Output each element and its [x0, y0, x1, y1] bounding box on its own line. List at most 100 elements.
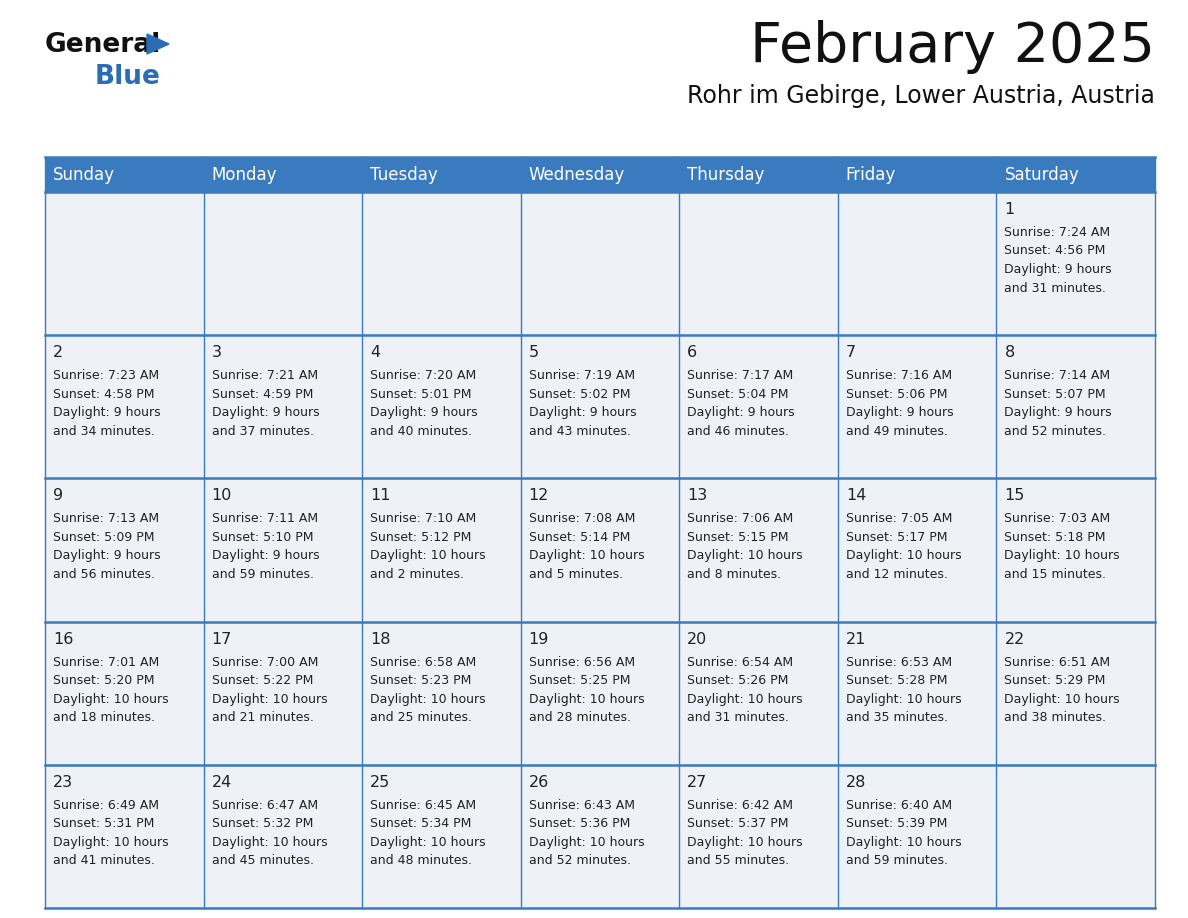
Text: Rohr im Gebirge, Lower Austria, Austria: Rohr im Gebirge, Lower Austria, Austria — [687, 84, 1155, 108]
Text: February 2025: February 2025 — [750, 20, 1155, 74]
Text: 26: 26 — [529, 775, 549, 789]
Text: Sunset: 5:04 PM: Sunset: 5:04 PM — [688, 387, 789, 400]
Text: Daylight: 10 hours: Daylight: 10 hours — [1004, 692, 1120, 706]
Text: Daylight: 10 hours: Daylight: 10 hours — [846, 549, 961, 563]
Text: Sunset: 5:15 PM: Sunset: 5:15 PM — [688, 531, 789, 543]
Text: Sunrise: 7:20 AM: Sunrise: 7:20 AM — [371, 369, 476, 382]
Text: 17: 17 — [211, 632, 232, 646]
Text: and 52 minutes.: and 52 minutes. — [1004, 425, 1106, 438]
Text: and 41 minutes.: and 41 minutes. — [53, 855, 154, 868]
Text: Daylight: 10 hours: Daylight: 10 hours — [211, 692, 327, 706]
Text: 22: 22 — [1004, 632, 1025, 646]
Text: 8: 8 — [1004, 345, 1015, 360]
Text: and 59 minutes.: and 59 minutes. — [211, 568, 314, 581]
Text: Sunrise: 7:21 AM: Sunrise: 7:21 AM — [211, 369, 317, 382]
Bar — [45, 478, 1155, 621]
Text: Sunset: 5:37 PM: Sunset: 5:37 PM — [688, 817, 789, 830]
Text: Daylight: 9 hours: Daylight: 9 hours — [1004, 263, 1112, 276]
Text: 7: 7 — [846, 345, 857, 360]
Text: Daylight: 10 hours: Daylight: 10 hours — [529, 692, 644, 706]
Text: and 38 minutes.: and 38 minutes. — [1004, 711, 1106, 724]
Text: and 31 minutes.: and 31 minutes. — [688, 711, 789, 724]
Text: Sunset: 5:10 PM: Sunset: 5:10 PM — [211, 531, 314, 543]
Text: Blue: Blue — [95, 64, 160, 90]
Text: Sunset: 5:22 PM: Sunset: 5:22 PM — [211, 674, 312, 687]
Polygon shape — [147, 34, 169, 54]
Text: Sunset: 4:56 PM: Sunset: 4:56 PM — [1004, 244, 1106, 258]
Text: 11: 11 — [371, 488, 391, 503]
Text: and 55 minutes.: and 55 minutes. — [688, 855, 789, 868]
Bar — [45, 192, 1155, 335]
Text: Sunrise: 6:49 AM: Sunrise: 6:49 AM — [53, 799, 159, 812]
Text: Sunset: 5:17 PM: Sunset: 5:17 PM — [846, 531, 947, 543]
Text: and 43 minutes.: and 43 minutes. — [529, 425, 631, 438]
Text: and 34 minutes.: and 34 minutes. — [53, 425, 154, 438]
Text: Daylight: 10 hours: Daylight: 10 hours — [1004, 549, 1120, 563]
Text: and 35 minutes.: and 35 minutes. — [846, 711, 948, 724]
Text: Daylight: 9 hours: Daylight: 9 hours — [53, 406, 160, 420]
Text: 9: 9 — [53, 488, 63, 503]
Text: Monday: Monday — [211, 165, 277, 184]
Text: Sunset: 5:07 PM: Sunset: 5:07 PM — [1004, 387, 1106, 400]
Text: Sunset: 5:12 PM: Sunset: 5:12 PM — [371, 531, 472, 543]
Text: Sunset: 5:36 PM: Sunset: 5:36 PM — [529, 817, 630, 830]
Text: Sunrise: 6:43 AM: Sunrise: 6:43 AM — [529, 799, 634, 812]
Text: Sunset: 5:20 PM: Sunset: 5:20 PM — [53, 674, 154, 687]
Text: Daylight: 10 hours: Daylight: 10 hours — [688, 835, 803, 849]
Text: Sunrise: 7:01 AM: Sunrise: 7:01 AM — [53, 655, 159, 668]
Text: and 52 minutes.: and 52 minutes. — [529, 855, 631, 868]
Text: and 46 minutes.: and 46 minutes. — [688, 425, 789, 438]
Text: and 8 minutes.: and 8 minutes. — [688, 568, 782, 581]
Text: Sunrise: 7:24 AM: Sunrise: 7:24 AM — [1004, 226, 1111, 239]
Text: Daylight: 10 hours: Daylight: 10 hours — [371, 835, 486, 849]
Text: Sunrise: 6:56 AM: Sunrise: 6:56 AM — [529, 655, 634, 668]
Text: and 31 minutes.: and 31 minutes. — [1004, 282, 1106, 295]
Text: 28: 28 — [846, 775, 866, 789]
Text: Friday: Friday — [846, 165, 896, 184]
Text: Sunrise: 6:58 AM: Sunrise: 6:58 AM — [371, 655, 476, 668]
Text: Thursday: Thursday — [688, 165, 765, 184]
Text: Sunset: 5:02 PM: Sunset: 5:02 PM — [529, 387, 630, 400]
Text: Sunrise: 7:17 AM: Sunrise: 7:17 AM — [688, 369, 794, 382]
Text: Daylight: 10 hours: Daylight: 10 hours — [846, 835, 961, 849]
Text: Daylight: 9 hours: Daylight: 9 hours — [529, 406, 637, 420]
Text: and 45 minutes.: and 45 minutes. — [211, 855, 314, 868]
Text: 2: 2 — [53, 345, 63, 360]
Bar — [45, 157, 1155, 192]
Text: and 49 minutes.: and 49 minutes. — [846, 425, 948, 438]
Text: and 12 minutes.: and 12 minutes. — [846, 568, 948, 581]
Bar — [45, 335, 1155, 478]
Text: and 5 minutes.: and 5 minutes. — [529, 568, 623, 581]
Text: Sunrise: 6:42 AM: Sunrise: 6:42 AM — [688, 799, 794, 812]
Text: 19: 19 — [529, 632, 549, 646]
Text: Daylight: 10 hours: Daylight: 10 hours — [688, 549, 803, 563]
Bar — [45, 765, 1155, 908]
Text: Daylight: 9 hours: Daylight: 9 hours — [371, 406, 478, 420]
Text: Sunset: 5:23 PM: Sunset: 5:23 PM — [371, 674, 472, 687]
Text: and 18 minutes.: and 18 minutes. — [53, 711, 154, 724]
Text: 16: 16 — [53, 632, 74, 646]
Text: and 56 minutes.: and 56 minutes. — [53, 568, 154, 581]
Text: Daylight: 10 hours: Daylight: 10 hours — [53, 692, 169, 706]
Text: Sunrise: 7:00 AM: Sunrise: 7:00 AM — [211, 655, 318, 668]
Text: Sunrise: 7:03 AM: Sunrise: 7:03 AM — [1004, 512, 1111, 525]
Text: Daylight: 10 hours: Daylight: 10 hours — [53, 835, 169, 849]
Text: Sunday: Sunday — [53, 165, 115, 184]
Text: and 28 minutes.: and 28 minutes. — [529, 711, 631, 724]
Text: Sunrise: 7:10 AM: Sunrise: 7:10 AM — [371, 512, 476, 525]
Text: Sunrise: 7:11 AM: Sunrise: 7:11 AM — [211, 512, 317, 525]
Text: Wednesday: Wednesday — [529, 165, 625, 184]
Text: 6: 6 — [688, 345, 697, 360]
Text: Sunrise: 6:47 AM: Sunrise: 6:47 AM — [211, 799, 317, 812]
Text: Daylight: 10 hours: Daylight: 10 hours — [688, 692, 803, 706]
Text: Saturday: Saturday — [1004, 165, 1079, 184]
Text: Sunset: 5:18 PM: Sunset: 5:18 PM — [1004, 531, 1106, 543]
Text: Sunrise: 7:08 AM: Sunrise: 7:08 AM — [529, 512, 636, 525]
Text: and 40 minutes.: and 40 minutes. — [371, 425, 472, 438]
Text: 13: 13 — [688, 488, 708, 503]
Text: 10: 10 — [211, 488, 232, 503]
Text: and 15 minutes.: and 15 minutes. — [1004, 568, 1106, 581]
Text: and 59 minutes.: and 59 minutes. — [846, 855, 948, 868]
Text: Daylight: 10 hours: Daylight: 10 hours — [529, 835, 644, 849]
Text: 25: 25 — [371, 775, 391, 789]
